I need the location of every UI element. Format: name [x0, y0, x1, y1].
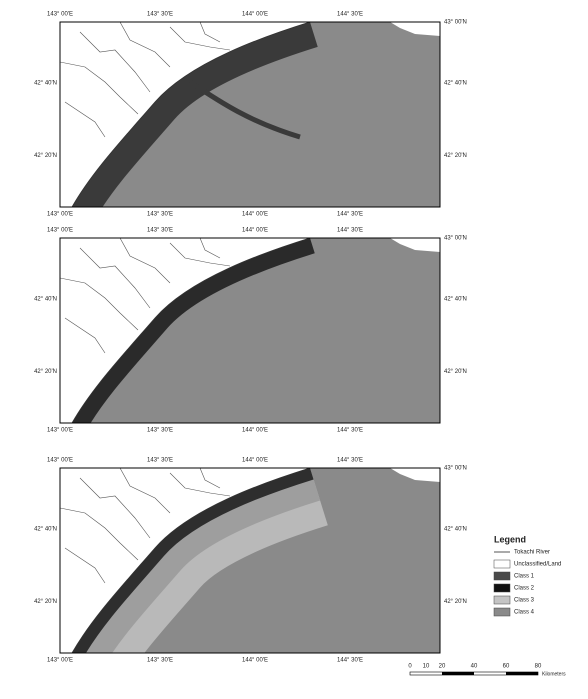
- map-panel: 143° 00'E 143° 30'E 144° 00'E 144° 30'E 143°…: [34, 12, 467, 218]
- river: [199, 468, 221, 489]
- right-label: 42° 20'N: [444, 369, 467, 375]
- legend-swatch: [493, 607, 511, 617]
- right-label: 42° 40'N: [444, 527, 467, 533]
- legend-swatch: [493, 571, 511, 581]
- land: [60, 238, 311, 423]
- legend-title: Legend: [494, 534, 526, 544]
- top-label: 144° 00'E: [242, 228, 268, 234]
- scale-label: 20: [439, 664, 446, 670]
- panel-frame: [59, 21, 441, 208]
- right-label: 42° 40'N: [444, 297, 467, 303]
- scale-unit: Kilometers: [542, 671, 566, 677]
- bottom-label: 143° 00'E: [47, 212, 73, 218]
- river: [79, 477, 151, 539]
- river: [169, 472, 231, 497]
- map-content: [60, 468, 440, 653]
- bottom-label: 143° 00'E: [47, 428, 73, 434]
- right-label: 42° 20'N: [444, 153, 467, 159]
- bottom-label: 144° 30'E: [337, 212, 363, 218]
- right-label: 42° 40'N: [444, 81, 467, 87]
- river: [64, 547, 106, 584]
- river: [169, 26, 231, 51]
- scale-label: 60: [503, 664, 510, 670]
- top-label: 143° 30'E: [147, 228, 173, 234]
- map-content: [60, 22, 440, 207]
- land: [60, 468, 311, 653]
- top-label: 144° 30'E: [337, 228, 363, 234]
- left-label: 42° 40'N: [34, 81, 57, 87]
- river: [169, 242, 231, 267]
- bottom-label: 143° 30'E: [147, 212, 173, 218]
- bottom-label: 143° 30'E: [147, 658, 173, 664]
- legend-label: Class 3: [514, 598, 535, 604]
- legend-label: Class 4: [514, 610, 535, 616]
- scale-bar-fill: [442, 672, 474, 675]
- scale-bar-fill: [506, 672, 538, 675]
- legend-label: Class 1: [514, 574, 535, 580]
- legend-swatch: [493, 559, 511, 569]
- river: [64, 101, 106, 138]
- river: [60, 61, 139, 115]
- river: [199, 22, 221, 43]
- land-ne: [390, 468, 440, 482]
- land-ne: [390, 238, 440, 252]
- left-label: 42° 20'N: [34, 599, 57, 605]
- river: [199, 238, 221, 259]
- land: [60, 22, 311, 207]
- river: [119, 22, 171, 68]
- left-label: 42° 20'N: [34, 153, 57, 159]
- plume: [188, 79, 301, 140]
- legend-label: Unclassified/Land: [514, 562, 561, 568]
- bottom-label: 144° 00'E: [242, 212, 268, 218]
- map-panel: 143° 00'E 143° 30'E 144° 00'E 144° 30'E 143°…: [34, 228, 467, 434]
- map-panel: 143° 00'E 143° 30'E 144° 00'E 144° 30'E 143°…: [34, 458, 467, 664]
- legend-label: Class 2: [514, 586, 535, 592]
- legend-swatch: [493, 583, 511, 593]
- bottom-label: 144° 00'E: [242, 658, 268, 664]
- river: [119, 468, 171, 514]
- scale-label: 40: [471, 664, 478, 670]
- river: [79, 247, 151, 309]
- land-ne: [390, 22, 440, 36]
- top-label: 144° 30'E: [337, 12, 363, 18]
- top-label: 143° 00'E: [47, 228, 73, 234]
- bottom-label: 144° 30'E: [337, 658, 363, 664]
- bottom-label: 143° 30'E: [147, 428, 173, 434]
- scale-label: 10: [423, 664, 430, 670]
- river: [79, 31, 151, 93]
- top-label: 143° 30'E: [147, 12, 173, 18]
- river: [64, 317, 106, 354]
- river: [60, 277, 139, 331]
- map-content: [60, 238, 440, 423]
- right-label: 43° 00'N: [444, 466, 467, 472]
- scale-label: 80: [535, 664, 542, 670]
- right-label: 42° 20'N: [444, 599, 467, 605]
- top-label: 143° 30'E: [147, 458, 173, 464]
- top-label: 144° 00'E: [242, 458, 268, 464]
- legend: Legend Tokachi River Unclassified/Land Clas…: [493, 534, 561, 617]
- bottom-label: 143° 00'E: [47, 658, 73, 664]
- top-label: 143° 00'E: [47, 458, 73, 464]
- left-label: 42° 20'N: [34, 369, 57, 375]
- panel-frame: [59, 237, 441, 424]
- top-label: 143° 00'E: [47, 12, 73, 18]
- panel-frame: [59, 467, 441, 654]
- bottom-label: 144° 00'E: [242, 428, 268, 434]
- left-label: 42° 40'N: [34, 527, 57, 533]
- river: [60, 507, 139, 561]
- scale-label: 0: [408, 664, 412, 670]
- legend-label: Tokachi River: [514, 550, 550, 556]
- right-label: 43° 00'N: [444, 20, 467, 26]
- legend-swatch: [493, 595, 511, 605]
- right-label: 43° 00'N: [444, 236, 467, 242]
- top-label: 144° 00'E: [242, 12, 268, 18]
- top-label: 144° 30'E: [337, 458, 363, 464]
- river: [119, 238, 171, 284]
- left-label: 42° 40'N: [34, 297, 57, 303]
- bottom-label: 144° 30'E: [337, 428, 363, 434]
